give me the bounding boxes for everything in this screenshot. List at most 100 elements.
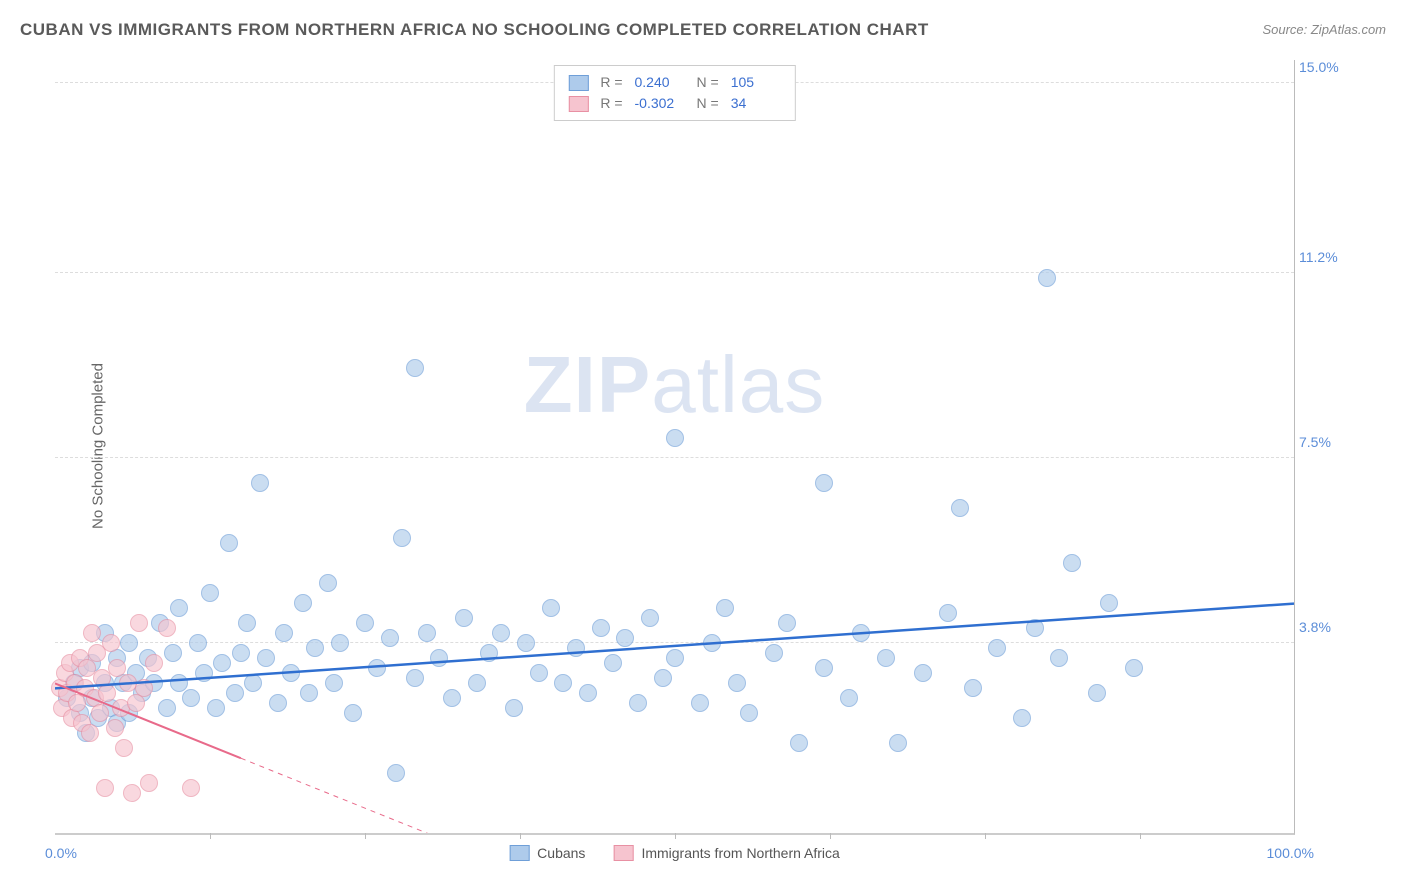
x-axis-start: 0.0% [45, 845, 77, 861]
x-axis-end: 100.0% [1267, 845, 1314, 861]
data-point-cubans [567, 639, 585, 657]
data-point-cubans [257, 649, 275, 667]
data-point-cubans [207, 699, 225, 717]
data-point-cubans [468, 674, 486, 692]
data-point-cubans [158, 699, 176, 717]
data-point-cubans [393, 529, 411, 547]
data-point-cubans [226, 684, 244, 702]
data-point-cubans [480, 644, 498, 662]
data-point-cubans [244, 674, 262, 692]
data-point-nafrica [102, 634, 120, 652]
legend-label-cubans: Cubans [537, 845, 585, 861]
data-point-cubans [443, 689, 461, 707]
data-point-cubans [517, 634, 535, 652]
data-point-nafrica [81, 724, 99, 742]
data-point-nafrica [145, 654, 163, 672]
data-point-cubans [914, 664, 932, 682]
data-point-cubans [381, 629, 399, 647]
data-point-cubans [455, 609, 473, 627]
data-point-cubans [939, 604, 957, 622]
data-point-cubans [616, 629, 634, 647]
data-point-cubans [120, 634, 138, 652]
data-point-cubans [269, 694, 287, 712]
stat-r-value-nafrica: -0.302 [635, 93, 685, 114]
data-point-cubans [790, 734, 808, 752]
data-point-cubans [641, 609, 659, 627]
data-point-cubans [691, 694, 709, 712]
gridline [55, 642, 1294, 643]
y-tick-label: 15.0% [1299, 59, 1359, 75]
stats-row-nafrica: R = -0.302 N = 34 [568, 93, 780, 114]
data-point-cubans [604, 654, 622, 672]
data-point-cubans [182, 689, 200, 707]
data-point-cubans [740, 704, 758, 722]
data-point-cubans [1125, 659, 1143, 677]
data-point-cubans [238, 614, 256, 632]
data-point-cubans [716, 599, 734, 617]
data-point-cubans [213, 654, 231, 672]
data-point-cubans [220, 534, 238, 552]
data-point-nafrica [91, 704, 109, 722]
data-point-cubans [189, 634, 207, 652]
watermark: ZIPatlas [524, 339, 825, 431]
data-point-cubans [319, 574, 337, 592]
data-point-cubans [306, 639, 324, 657]
data-point-cubans [666, 649, 684, 667]
data-point-cubans [164, 644, 182, 662]
data-point-cubans [592, 619, 610, 637]
data-point-nafrica [115, 739, 133, 757]
x-tick [520, 833, 521, 839]
data-point-cubans [282, 664, 300, 682]
data-point-cubans [554, 674, 572, 692]
data-point-cubans [356, 614, 374, 632]
data-point-cubans [852, 624, 870, 642]
x-tick [1140, 833, 1141, 839]
data-point-cubans [1050, 649, 1068, 667]
swatch-cubans [568, 75, 588, 91]
data-point-cubans [815, 659, 833, 677]
y-tick-label: 11.2% [1299, 249, 1359, 265]
data-point-cubans [765, 644, 783, 662]
data-point-cubans [728, 674, 746, 692]
data-point-nafrica [140, 774, 158, 792]
data-point-cubans [1063, 554, 1081, 572]
legend-swatch-nafrica [613, 845, 633, 861]
stats-box: R = 0.240 N = 105 R = -0.302 N = 34 [553, 65, 795, 121]
chart-title: CUBAN VS IMMIGRANTS FROM NORTHERN AFRICA… [20, 20, 929, 40]
data-point-cubans [629, 694, 647, 712]
legend-item-nafrica: Immigrants from Northern Africa [613, 845, 839, 861]
data-point-cubans [877, 649, 895, 667]
data-point-cubans [951, 499, 969, 517]
data-point-nafrica [182, 779, 200, 797]
legend-swatch-cubans [509, 845, 529, 861]
data-point-cubans [778, 614, 796, 632]
stat-r-label: R = [600, 93, 622, 114]
stat-n-label: N = [697, 93, 719, 114]
data-point-cubans [505, 699, 523, 717]
stat-r-value-cubans: 0.240 [635, 72, 685, 93]
source-label: Source: ZipAtlas.com [1262, 22, 1386, 37]
data-point-cubans [195, 664, 213, 682]
swatch-nafrica [568, 96, 588, 112]
data-point-cubans [232, 644, 250, 662]
data-point-nafrica [123, 784, 141, 802]
data-point-cubans [300, 684, 318, 702]
watermark-light: atlas [651, 340, 825, 429]
stat-n-label: N = [697, 72, 719, 93]
data-point-cubans [703, 634, 721, 652]
data-point-cubans [430, 649, 448, 667]
legend-label-nafrica: Immigrants from Northern Africa [641, 845, 839, 861]
data-point-cubans [988, 639, 1006, 657]
data-point-cubans [170, 599, 188, 617]
data-point-cubans [1100, 594, 1118, 612]
data-point-cubans [294, 594, 312, 612]
bottom-legend: Cubans Immigrants from Northern Africa [509, 845, 840, 861]
data-point-nafrica [158, 619, 176, 637]
stat-r-label: R = [600, 72, 622, 93]
data-point-cubans [815, 474, 833, 492]
data-point-nafrica [130, 614, 148, 632]
x-tick [675, 833, 676, 839]
gridline [55, 272, 1294, 273]
data-point-nafrica [96, 779, 114, 797]
y-tick-label: 7.5% [1299, 434, 1359, 450]
